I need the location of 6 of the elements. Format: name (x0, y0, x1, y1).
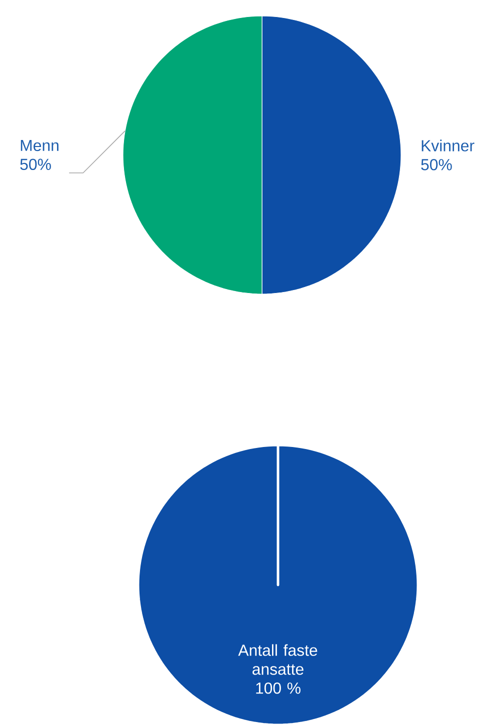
data-label: 50% (20, 158, 51, 170)
slice-label: Antall faste ansatte (238, 644, 318, 675)
data-label: 50% (421, 159, 452, 170)
slice-label: Menn (20, 140, 58, 152)
slice-label: Kvinner (422, 140, 474, 152)
data-label: 100 % (256, 682, 300, 694)
